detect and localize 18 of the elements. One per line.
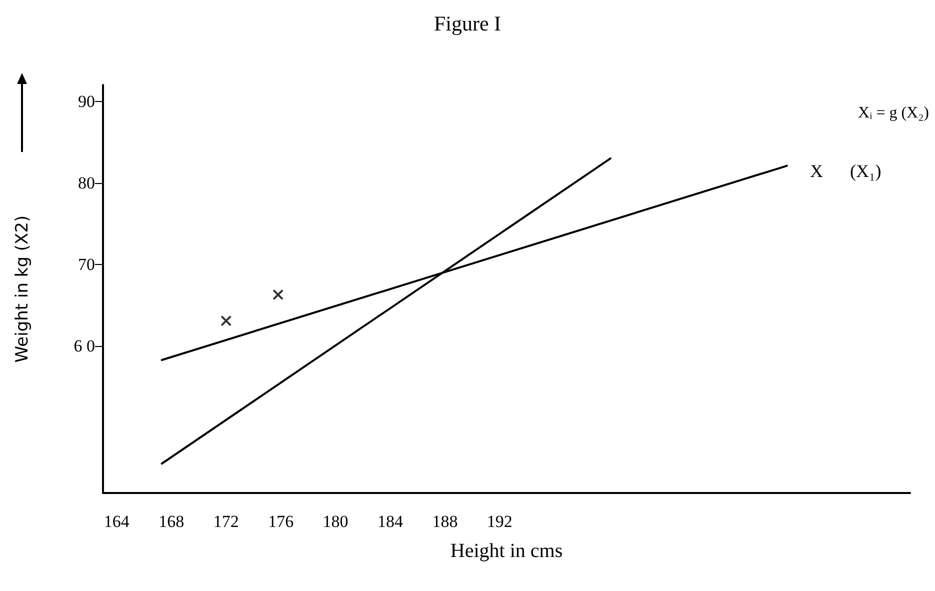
annotation: Xᵢ = g (X₂): [858, 104, 929, 122]
y-tick-label: 80: [78, 173, 95, 192]
y-tick-label: 6 0: [74, 336, 95, 356]
x-tick-label: 184: [377, 512, 404, 531]
chart-title: Figure I: [434, 12, 502, 36]
y-axis-title: Weight in kg (X2): [12, 215, 32, 363]
x-tick-label: 164: [104, 512, 130, 531]
x-tick-label: 188: [432, 512, 458, 531]
y-tick-label: 90: [78, 92, 95, 111]
x-tick-label: 192: [486, 512, 512, 531]
y-tick-label: 70: [78, 255, 95, 274]
x-tick-label: 176: [268, 512, 294, 531]
x-tick-label: 172: [213, 512, 239, 531]
x-tick-label: 180: [322, 512, 348, 531]
x-tick-label: 168: [158, 512, 184, 531]
x-axis-title: Height in cms: [450, 540, 563, 562]
annotation: X: [810, 161, 823, 181]
annotation: (X₁): [850, 161, 882, 181]
